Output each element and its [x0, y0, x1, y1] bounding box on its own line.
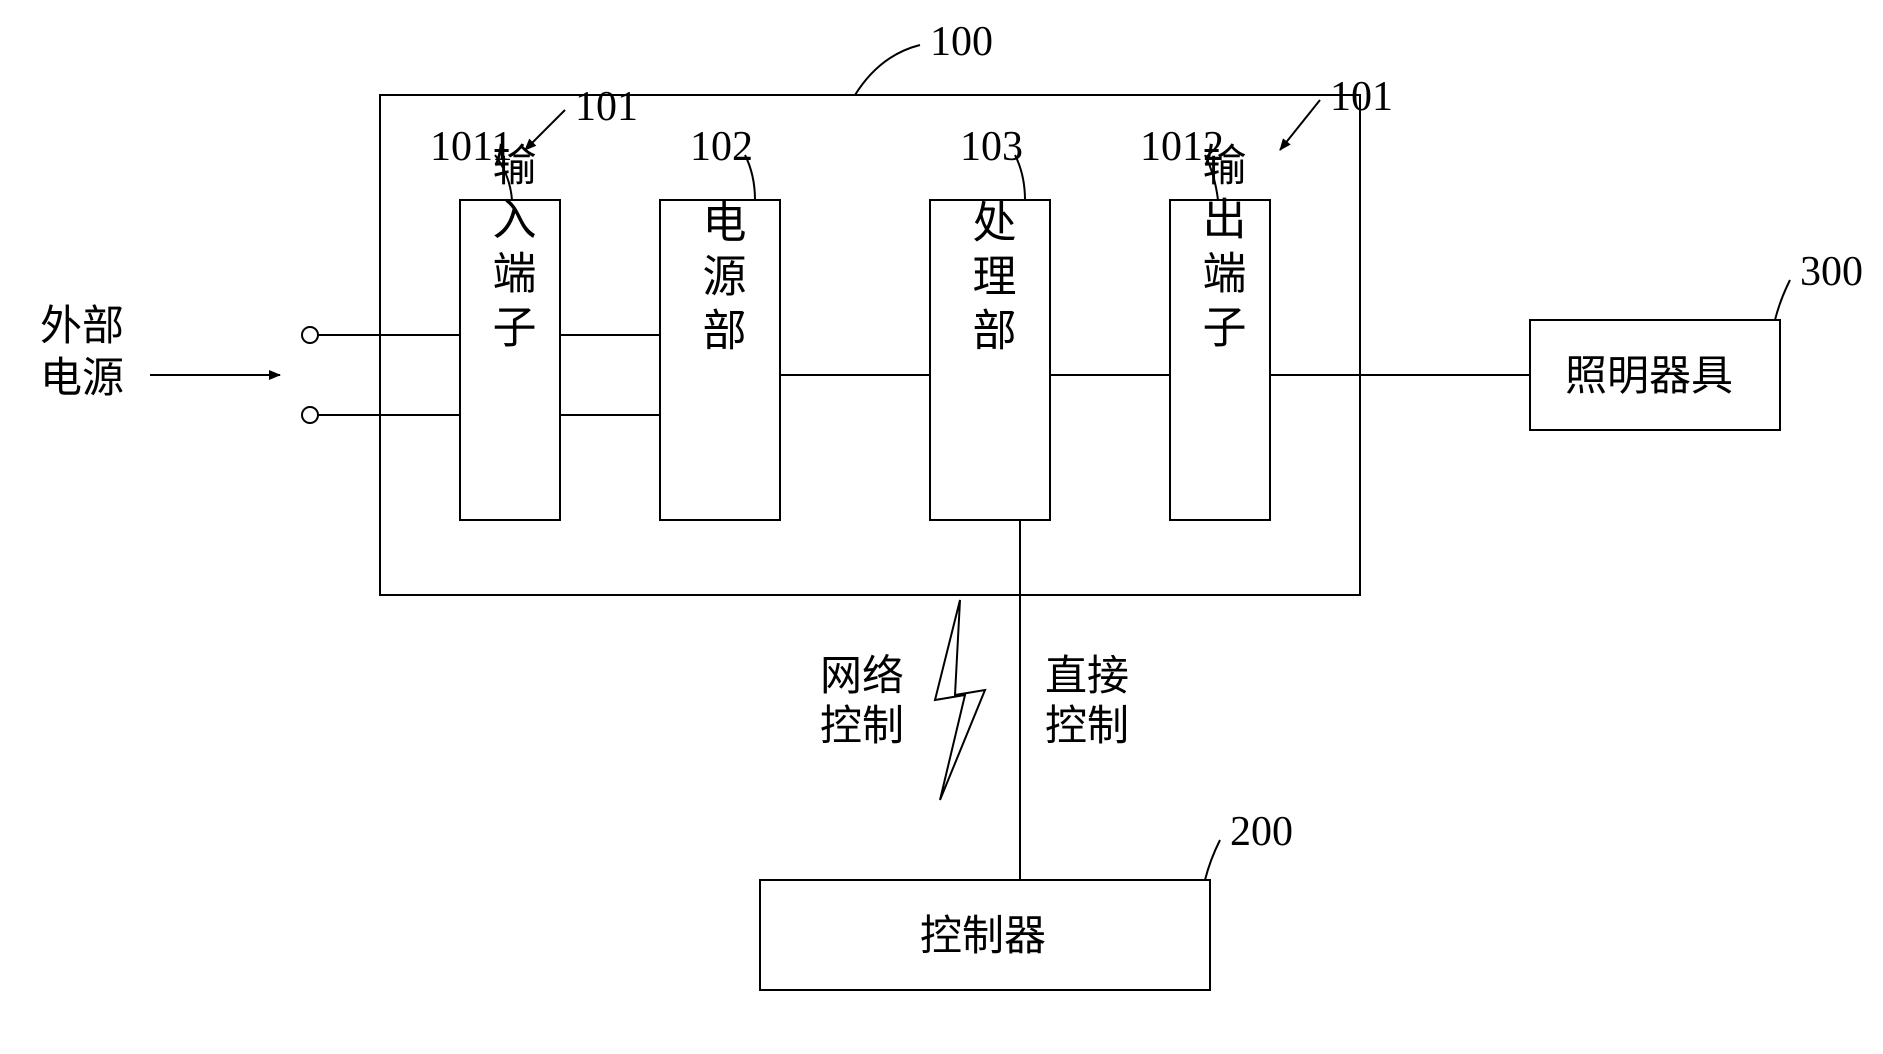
leader-300: [1775, 280, 1790, 320]
label-300: 300: [1800, 249, 1863, 295]
label-200: 200: [1230, 809, 1293, 855]
external-power-label-1: 外部: [40, 304, 124, 350]
external-power-label-2: 电源: [40, 356, 124, 402]
label-network-2: 控制: [820, 704, 904, 750]
leader-100: [855, 45, 920, 95]
label-101-left: 101: [575, 84, 638, 130]
input-terminal-circle-top: [302, 327, 318, 343]
block-controller-label: 控制器: [920, 914, 1046, 960]
lightning-icon: [935, 600, 985, 800]
label-100: 100: [930, 19, 993, 65]
block-power-supply-label: 电源部: [696, 199, 746, 361]
block-lighting-label: 照明器具: [1565, 354, 1733, 400]
label-direct-2: 控制: [1045, 704, 1129, 750]
block-diagram: 外部 电源 100 输入端子 1011 101 电源部 102 处理部 103 …: [0, 0, 1883, 1054]
input-terminal-circle-bottom: [302, 407, 318, 423]
label-103: 103: [960, 124, 1023, 170]
label-102: 102: [690, 124, 753, 170]
label-network-1: 网络: [820, 653, 904, 700]
block-output-terminal-label: 输出端子: [1196, 142, 1246, 358]
label-101-right: 101: [1330, 74, 1393, 120]
label-1012: 1012: [1140, 124, 1224, 170]
block-processor-label: 处理部: [966, 199, 1016, 361]
label-1011: 1011: [430, 124, 512, 170]
label-direct-1: 直接: [1045, 654, 1129, 700]
leader-200: [1205, 840, 1220, 880]
block-input-terminal-label: 输入端子: [486, 142, 536, 358]
